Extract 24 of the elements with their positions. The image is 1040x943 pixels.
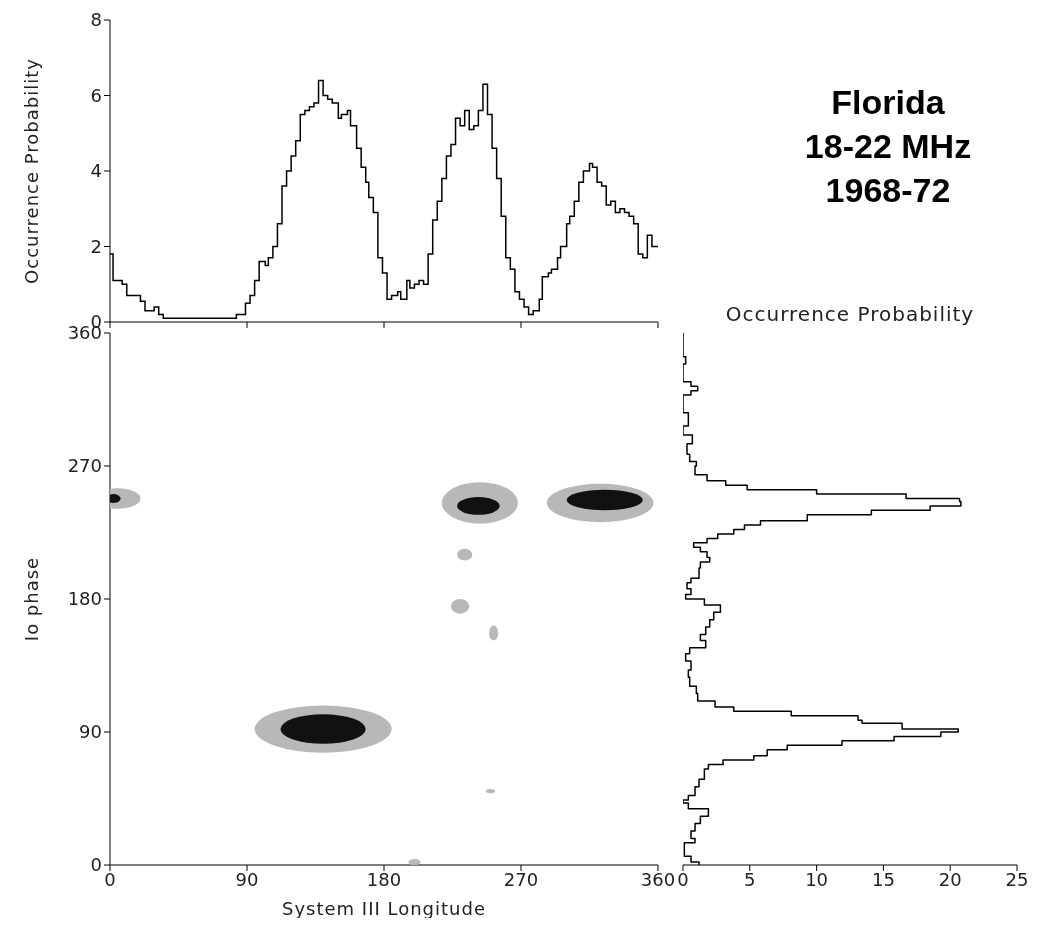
- x-tick-label: 20: [938, 868, 962, 890]
- y-tick-label: 90: [79, 721, 102, 743]
- y-tick-label: 8: [90, 9, 102, 31]
- y-axis-title: Occurrence Probability: [21, 58, 43, 284]
- y-tick-label: 6: [90, 84, 102, 106]
- x-tick-label: 5: [744, 868, 756, 890]
- x-tick-label: 15: [871, 868, 895, 890]
- x-tick-label: 180: [366, 868, 402, 890]
- y-tick-label: 4: [90, 160, 102, 182]
- x-axis-title: Occurrence Probability: [724, 302, 976, 326]
- x-tick-label: 25: [1005, 868, 1029, 890]
- x-tick-label: 360: [640, 868, 676, 890]
- text: Florida 18-22 MHz 1968-72: [803, 82, 973, 211]
- y-tick-label: 2: [90, 235, 102, 257]
- y-axis-title: Io phase: [21, 556, 43, 642]
- x-tick-label: 270: [503, 868, 539, 890]
- x-tick-label: 10: [805, 868, 829, 890]
- x-tick-label: 90: [235, 868, 259, 890]
- x-tick-label: 0: [677, 868, 689, 890]
- y-tick-label: 180: [67, 588, 102, 610]
- x-tick-label: 0: [104, 868, 116, 890]
- y-tick-label: 0: [90, 854, 102, 876]
- y-tick-label: 270: [67, 455, 102, 477]
- x-axis-title: System III Longitude: [281, 898, 487, 919]
